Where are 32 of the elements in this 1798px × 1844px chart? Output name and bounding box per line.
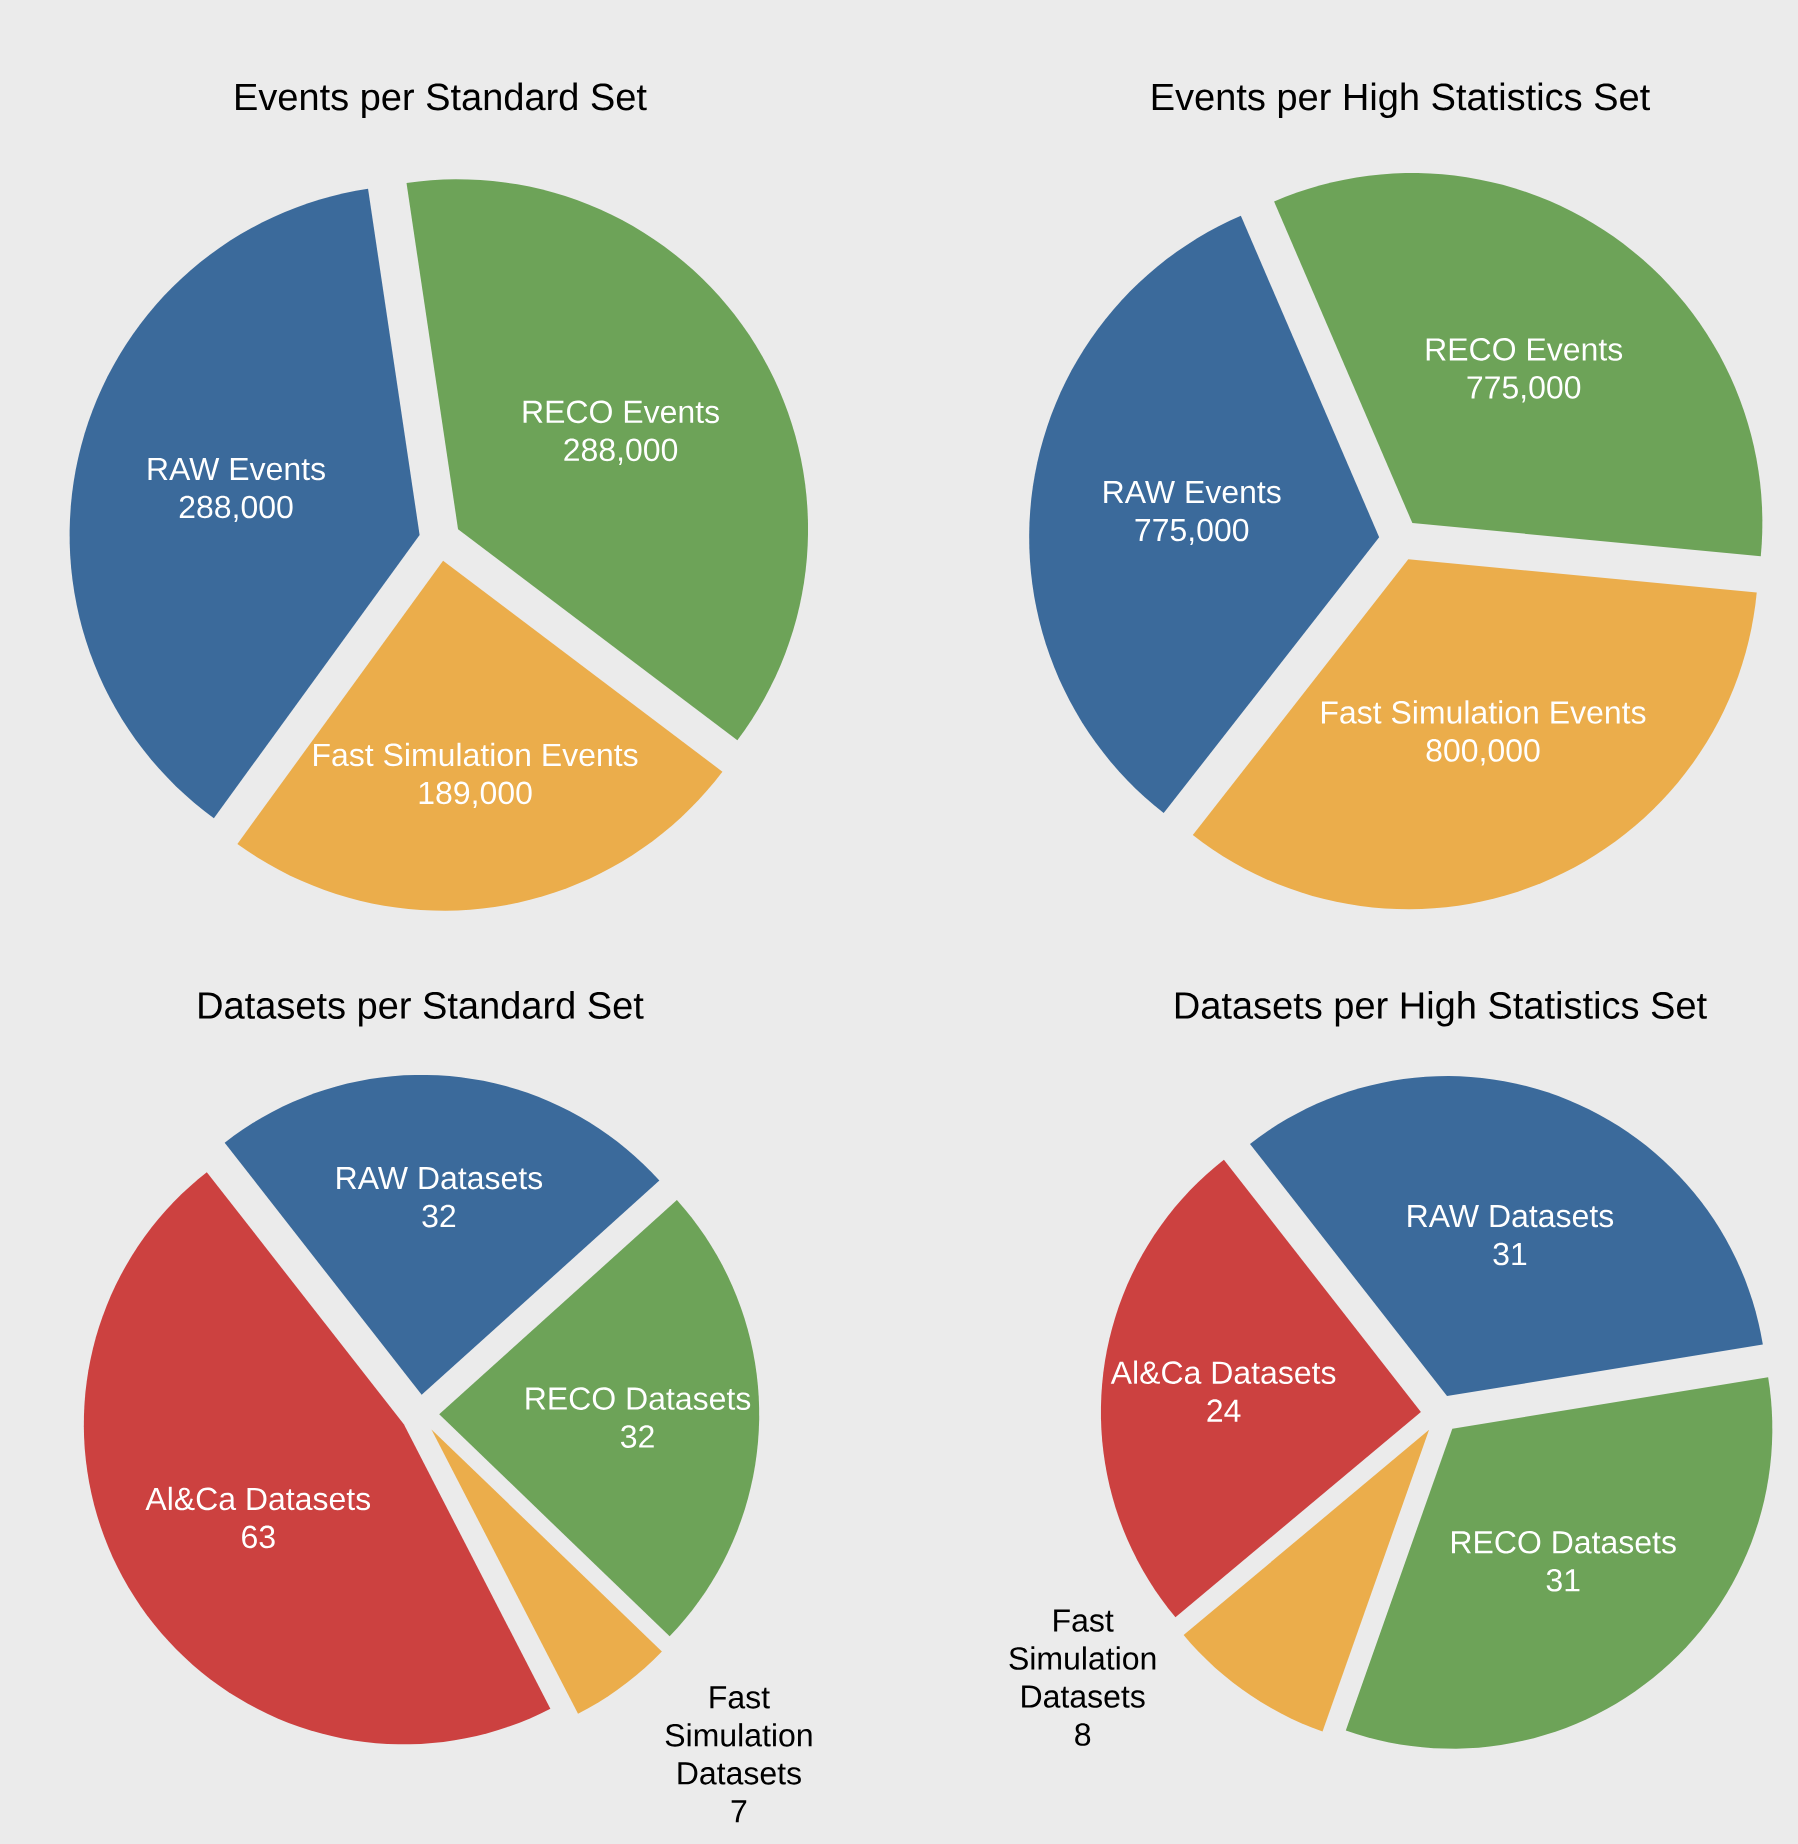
data-label: 32: [621, 1425, 654, 1448]
slice-label: RECO Events: [523, 400, 719, 424]
data-label: 32: [422, 1204, 456, 1228]
data-label: 775,000: [1467, 376, 1581, 403]
data-label: 24: [1207, 1399, 1241, 1422]
slice-label: Fast Simulation Datasets: [1009, 1609, 1156, 1708]
chart-title: Datasets per High Statistics Set: [1175, 991, 1707, 1027]
slice-label: RAW Events: [1104, 481, 1281, 504]
slice-label: Al&Ca Datasets: [145, 1486, 371, 1511]
slice-label: Fast Simulation Datasets: [665, 1686, 812, 1785]
slice-label: RECO Events: [1426, 338, 1623, 361]
slice-label: RAW Datasets: [1408, 1205, 1614, 1228]
slice-label: Fast Simulation Events: [1321, 700, 1646, 724]
chart-title: Events per High Statistics Set: [1152, 82, 1650, 118]
slice-label: RECO Datasets: [1452, 1530, 1676, 1554]
slice-label: RAW Events: [148, 457, 325, 481]
data-label: 189,000: [419, 781, 532, 809]
data-label: 31: [1546, 1568, 1580, 1592]
data-label: 800,000: [1426, 739, 1540, 766]
data-label: 31: [1493, 1242, 1527, 1266]
slice-label: Fast Simulation Events: [314, 742, 638, 767]
slice-label: Al&Ca Datasets: [1110, 1360, 1336, 1384]
data-label: 775,000: [1135, 518, 1249, 546]
chart-title: Events per Standard Set: [236, 82, 647, 118]
data-label: 288,000: [564, 438, 678, 465]
chart-title: Datasets per Standard Set: [199, 991, 644, 1027]
data-label: 8: [1075, 1723, 1091, 1746]
data-label: 288,000: [179, 495, 293, 523]
data-label: 7: [731, 1800, 747, 1823]
data-label: 63: [242, 1525, 275, 1549]
slice-label: RAW Datasets: [337, 1167, 543, 1190]
slice-label: RECO Datasets: [526, 1387, 751, 1410]
